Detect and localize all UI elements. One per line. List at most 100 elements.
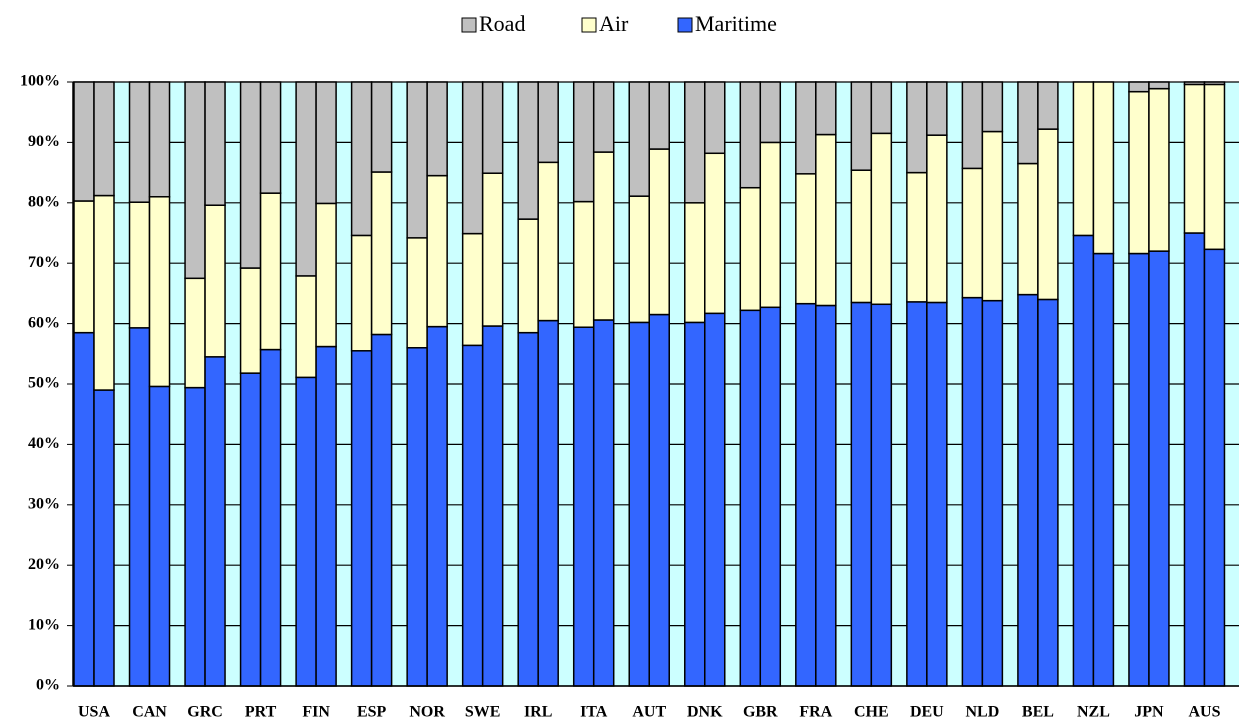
- bar-segment: [628, 81, 650, 197]
- bar-segment: [481, 81, 504, 174]
- bar-segment: [93, 389, 115, 687]
- bar-segment: [537, 161, 559, 322]
- bar-segment: [981, 299, 1004, 687]
- legend-label: Road: [479, 11, 525, 36]
- y-tick-label: 0%: [36, 677, 60, 694]
- bar-segment: [684, 321, 706, 687]
- bar-segment: [259, 81, 282, 194]
- bar-segment: [204, 356, 226, 687]
- x-tick-label: FIN: [302, 704, 330, 721]
- legend-label: Maritime: [695, 11, 777, 36]
- y-tick-label: 60%: [28, 314, 60, 331]
- bar-segment: [906, 171, 928, 303]
- bar-segment: [128, 201, 151, 329]
- bar-segment: [1183, 83, 1206, 234]
- bar-segment: [350, 234, 373, 352]
- x-tick-label: GBR: [743, 704, 778, 721]
- legend-swatch: [581, 17, 597, 33]
- bar-segment: [850, 301, 873, 687]
- bar-segment: [1148, 81, 1170, 90]
- bar-segment: [461, 232, 484, 347]
- y-tick-label: 20%: [28, 556, 60, 573]
- x-tick-label: AUT: [632, 704, 666, 721]
- y-tick-label: 40%: [28, 435, 60, 452]
- bar-segment: [628, 321, 650, 687]
- y-tick-label: 100%: [20, 73, 60, 90]
- bar-segment: [259, 192, 282, 351]
- bar-segment: [759, 141, 782, 309]
- x-tick-label: NOR: [409, 704, 445, 721]
- bar-segment: [295, 275, 317, 379]
- bar-segment: [73, 331, 95, 687]
- bar-segment: [239, 81, 262, 269]
- bar-segment: [73, 200, 95, 334]
- bar-segment: [926, 301, 948, 687]
- bar-segment: [537, 81, 559, 164]
- bar-segment: [128, 81, 151, 203]
- bar-segment: [426, 325, 448, 687]
- bar-segment: [739, 186, 762, 312]
- bar-segment: [815, 133, 837, 307]
- bar-segment: [739, 309, 762, 687]
- y-tick-label: 10%: [28, 616, 60, 633]
- bar-segment: [1183, 81, 1206, 86]
- bar-segment: [850, 81, 873, 171]
- bar-segment: [926, 81, 948, 136]
- bar-segment: [815, 304, 837, 687]
- bar-segment: [204, 81, 226, 206]
- legend-swatch: [677, 17, 693, 33]
- bar-segment: [73, 81, 95, 202]
- bar-segment: [1017, 293, 1039, 687]
- bar-segment: [870, 81, 893, 135]
- bar-segment: [795, 173, 817, 305]
- bar-segment: [148, 81, 171, 198]
- bar-segment: [981, 81, 1004, 133]
- x-tick-label: JPN: [1134, 704, 1164, 721]
- bar-segment: [184, 386, 206, 687]
- bar-segment: [461, 81, 484, 235]
- bar-segment: [795, 302, 817, 687]
- bar-segment: [1017, 162, 1039, 296]
- bar-segment: [406, 237, 428, 349]
- bar-segment: [93, 81, 115, 197]
- bar-segment: [572, 200, 595, 328]
- bar-segment: [350, 81, 373, 237]
- bar-segment: [961, 296, 984, 687]
- x-tick-label: AUS: [1188, 704, 1220, 721]
- bar-segment: [93, 194, 115, 391]
- bar-segment: [204, 204, 226, 358]
- bar-segment: [961, 81, 984, 170]
- bar-segment: [517, 331, 539, 687]
- bar-segment: [1072, 81, 1095, 237]
- bar-segment: [315, 345, 337, 687]
- x-tick-label: DNK: [687, 704, 723, 721]
- bar-segment: [148, 196, 171, 388]
- x-tick-label: IRL: [524, 704, 552, 721]
- bar-segment: [592, 319, 615, 687]
- y-tick-label: 30%: [28, 495, 60, 512]
- x-tick-label: FRA: [799, 704, 832, 721]
- bar-segment: [148, 385, 171, 687]
- x-tick-label: GRC: [187, 704, 223, 721]
- bar-segment: [739, 81, 762, 189]
- bar-segment: [239, 372, 262, 687]
- bar-segment: [406, 81, 428, 239]
- bar-segment: [648, 81, 670, 150]
- bar-segment: [759, 306, 782, 687]
- x-tick-label: SWE: [465, 704, 501, 721]
- x-tick-label: BEL: [1022, 704, 1054, 721]
- bar-segment: [239, 267, 262, 374]
- bar-segment: [370, 81, 393, 173]
- y-tick-label: 80%: [28, 193, 60, 210]
- bar-segment: [592, 151, 615, 321]
- bar-segment: [1128, 81, 1150, 93]
- bar-segment: [795, 81, 817, 175]
- bar-segment: [350, 350, 373, 687]
- bar-segment: [1092, 252, 1115, 687]
- bar-segment: [1128, 252, 1150, 687]
- bar-segment: [926, 134, 948, 304]
- bar-segment: [481, 172, 504, 327]
- y-tick-label: 90%: [28, 133, 60, 150]
- bar-segment: [1203, 81, 1226, 86]
